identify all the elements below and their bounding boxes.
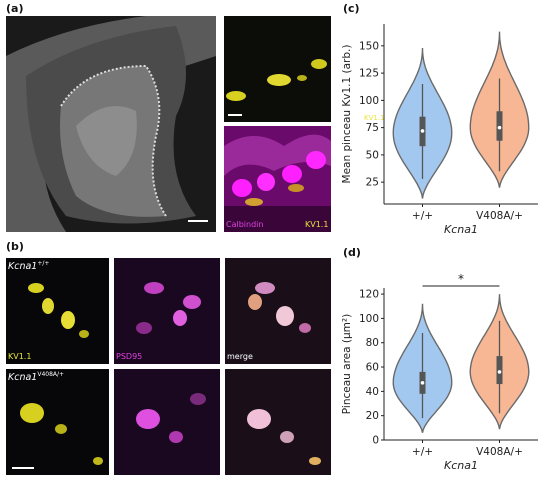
panel-c-label: (c) bbox=[343, 2, 360, 15]
iqr-box bbox=[496, 356, 503, 385]
significance-star: * bbox=[458, 272, 464, 286]
y-tick-label: 100 bbox=[359, 95, 379, 107]
calbindin-inset-image bbox=[224, 126, 331, 232]
y-tick-label: 125 bbox=[359, 68, 379, 80]
b-row2-gene: Kcna1 bbox=[8, 372, 38, 384]
panel-a-label: (a) bbox=[6, 2, 24, 15]
kv11-inset-label-bottom: KV1.1 bbox=[305, 220, 329, 229]
median-dot bbox=[497, 125, 502, 130]
kv11-inset-image bbox=[224, 16, 331, 122]
b-row2-sup: V408A/+ bbox=[37, 371, 65, 378]
median-dot bbox=[420, 381, 425, 385]
b-row1-kv11-image bbox=[6, 258, 109, 364]
y-tick-label: 0 bbox=[372, 435, 379, 447]
x-tick-label: +/+ bbox=[412, 210, 433, 222]
x-axis-label: Kcna1 bbox=[444, 223, 478, 236]
y-tick-label: 75 bbox=[366, 122, 379, 134]
y-axis-label: Mean pinceau Kv1.1 (arb.) bbox=[341, 45, 353, 184]
x-tick-label: +/+ bbox=[412, 446, 433, 458]
y-axis-label: Pinceau area (μm²) bbox=[341, 314, 353, 414]
panel-d-label: (d) bbox=[343, 246, 361, 259]
chart-d: 0 20 40 60 80 100 120 +/+ V408A/+ * Kcna1 Pinceau a… bbox=[341, 272, 538, 472]
median-dot bbox=[497, 370, 502, 374]
y-tick-label: 120 bbox=[359, 289, 379, 301]
b-row2-merge-image bbox=[225, 369, 331, 475]
chart-c: 25 50 75 100 125 150 +/+ V408A/+Kcna1 Mean pince… bbox=[341, 24, 538, 236]
y-tick-label: 60 bbox=[366, 362, 379, 374]
y-tick-label: 100 bbox=[359, 313, 379, 325]
kv11-inset-label: KV1.1 bbox=[364, 114, 385, 122]
y-tick-label: 150 bbox=[359, 40, 379, 52]
b-merge-label: merge bbox=[227, 352, 253, 361]
x-axis-label: Kcna1 bbox=[444, 459, 478, 472]
y-tick-label: 80 bbox=[366, 337, 379, 349]
y-tick-label: 40 bbox=[366, 386, 379, 398]
calbindin-label: Calbindin bbox=[226, 220, 264, 229]
b-row1-psd95-image bbox=[114, 258, 220, 364]
b-row1-genotype: Kcna1+/+ bbox=[8, 260, 49, 272]
b-row2-kv11-image bbox=[6, 369, 109, 475]
b-row1-sup: +/+ bbox=[37, 260, 50, 267]
y-tick-label: 50 bbox=[366, 149, 379, 161]
y-tick-label: 20 bbox=[366, 410, 379, 422]
b-row2-psd95-image bbox=[114, 369, 220, 475]
panel-b-label: (b) bbox=[6, 240, 24, 253]
b-row1-merge-image bbox=[225, 258, 331, 364]
b-kv11-label: KV1.1 bbox=[8, 352, 32, 361]
b-row2-genotype: Kcna1V408A/+ bbox=[8, 371, 64, 383]
b-row1-gene: Kcna1 bbox=[8, 261, 38, 273]
cerebellum-overview-image bbox=[6, 16, 216, 232]
x-tick-label: V408A/+ bbox=[476, 446, 523, 458]
x-tick-label: V408A/+ bbox=[476, 210, 523, 222]
median-dot bbox=[420, 129, 425, 133]
y-tick-label: 25 bbox=[366, 177, 379, 189]
b-psd95-label: PSD95 bbox=[116, 352, 143, 361]
